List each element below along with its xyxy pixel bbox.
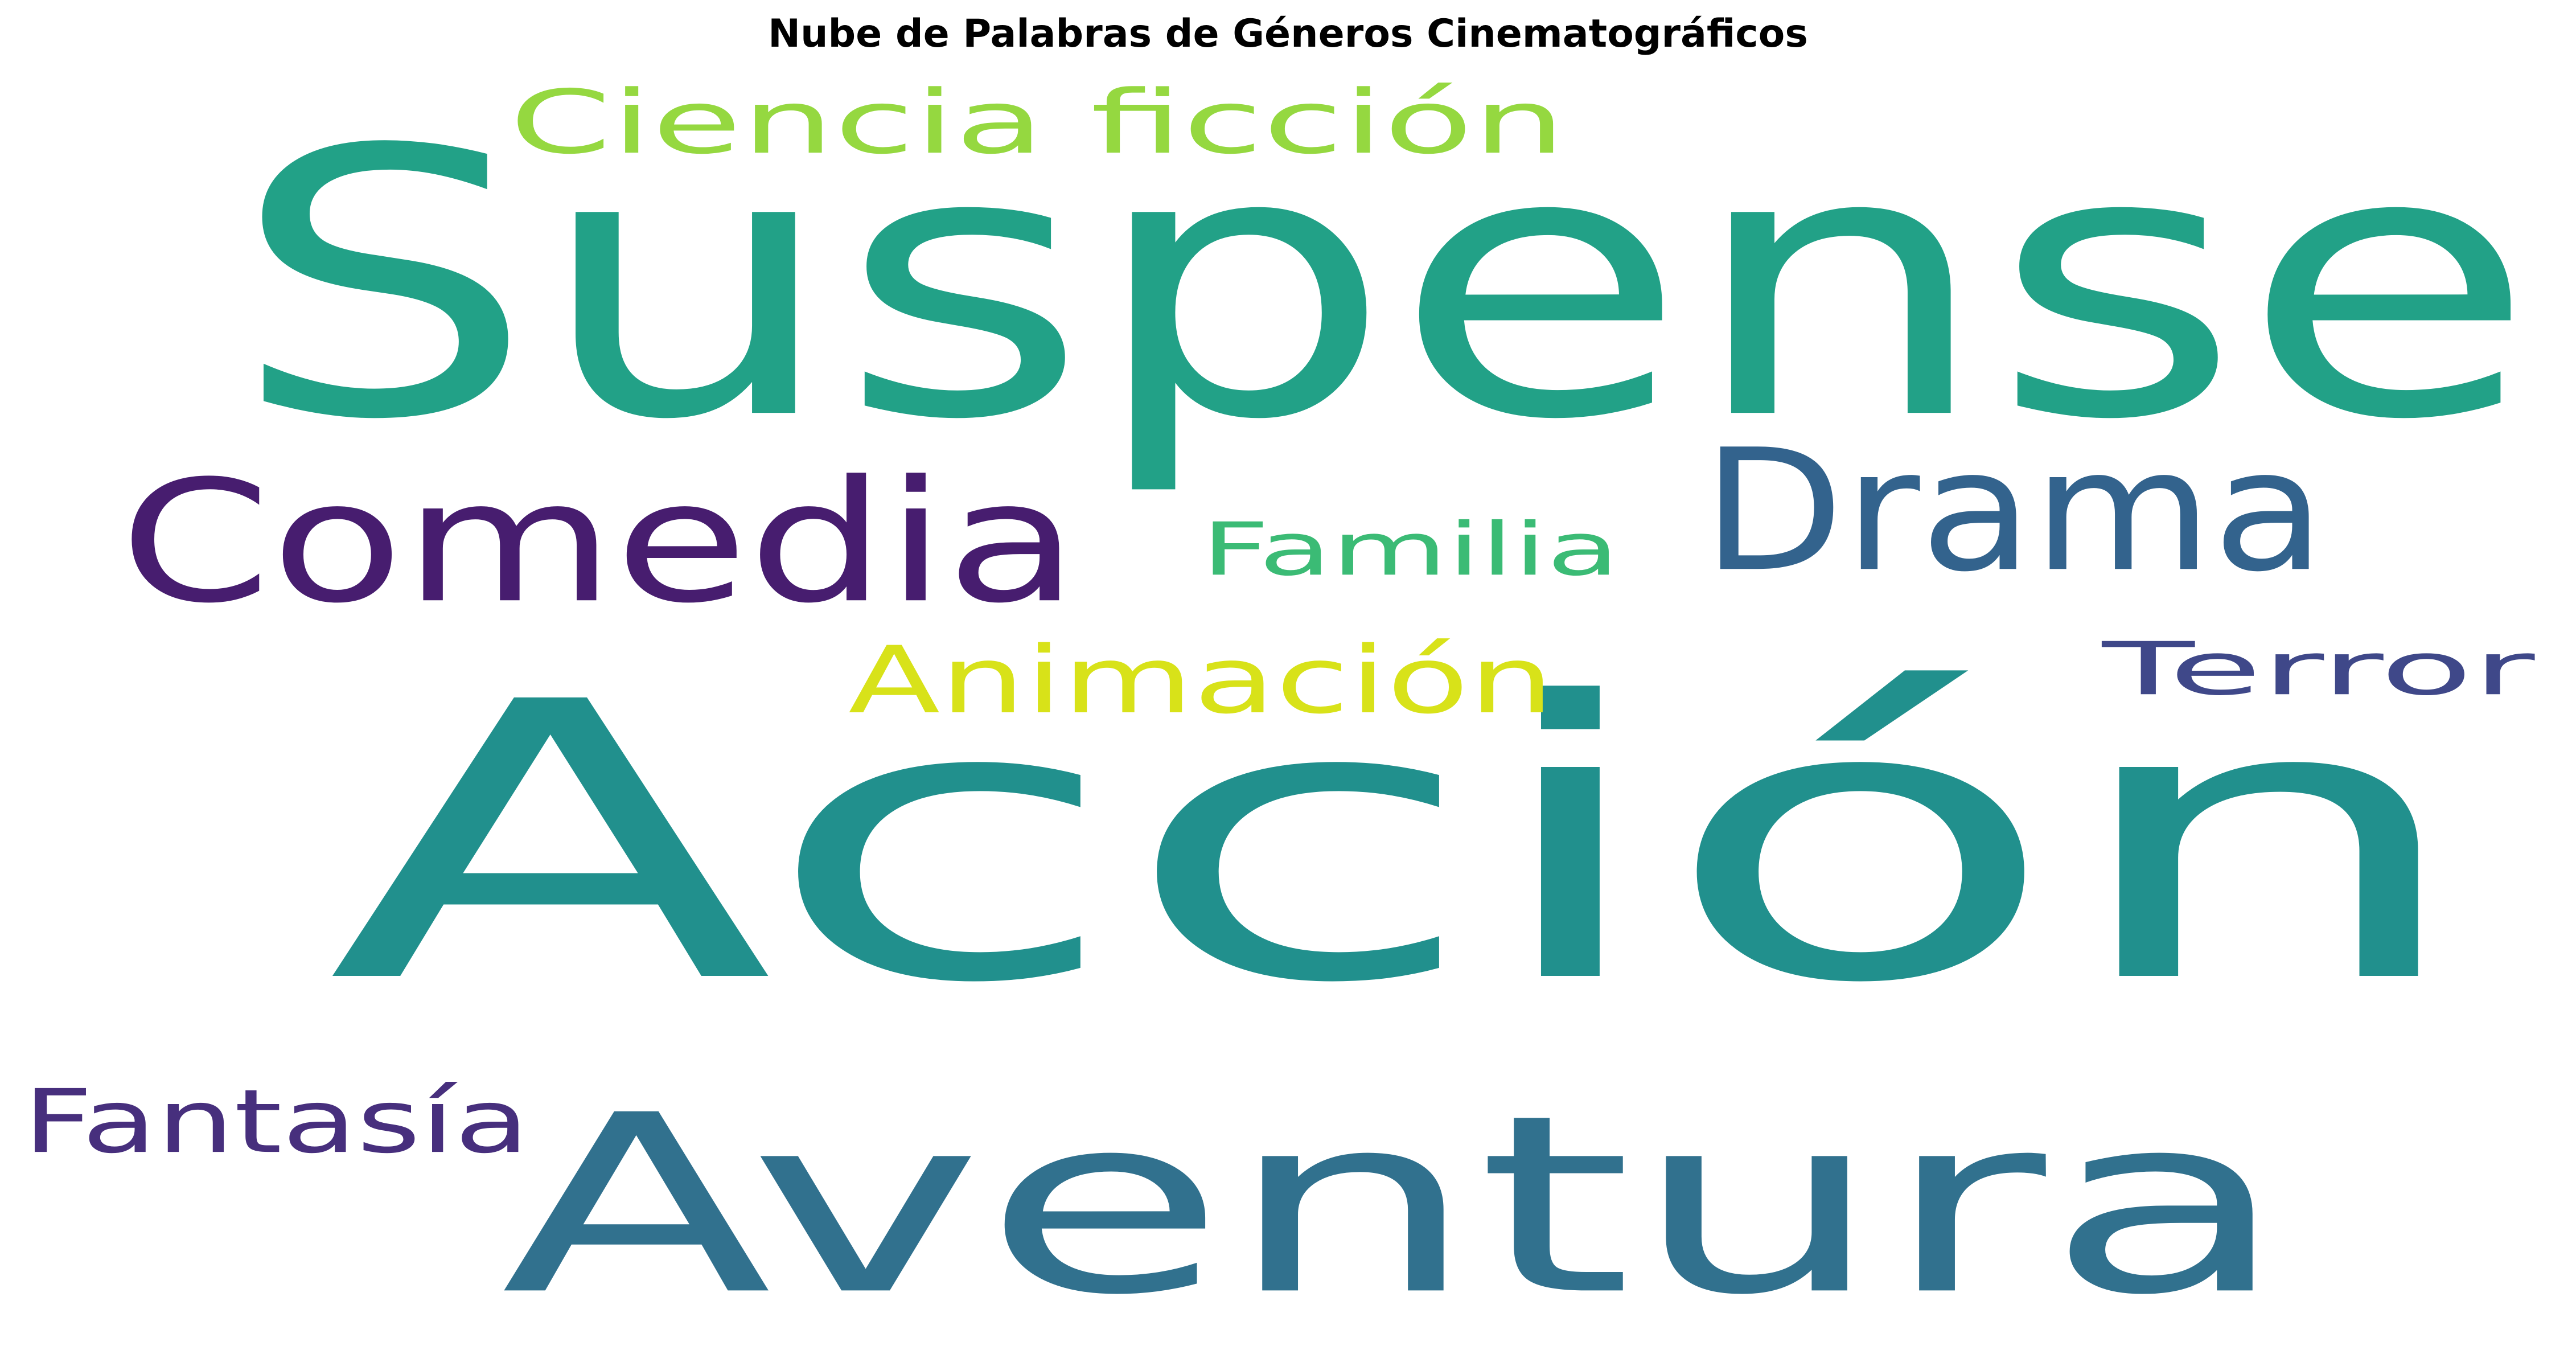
word-4: Comedia xyxy=(120,445,1079,640)
word-10: Fantasía xyxy=(23,1071,529,1173)
chart-title: Nube de Palabras de Géneros Cinematográf… xyxy=(768,11,1808,56)
word-1: Acción xyxy=(327,622,2474,1066)
word-6: Ciencia ficción xyxy=(510,71,1566,173)
word-3: Aventura xyxy=(501,1063,2289,1349)
word-7: Familia xyxy=(1201,507,1620,592)
word-5: Drama xyxy=(1702,414,2326,609)
word-8: Animación xyxy=(848,626,1554,734)
word-9: Terror xyxy=(2101,627,2535,712)
word-2: Suspense xyxy=(231,72,2536,499)
